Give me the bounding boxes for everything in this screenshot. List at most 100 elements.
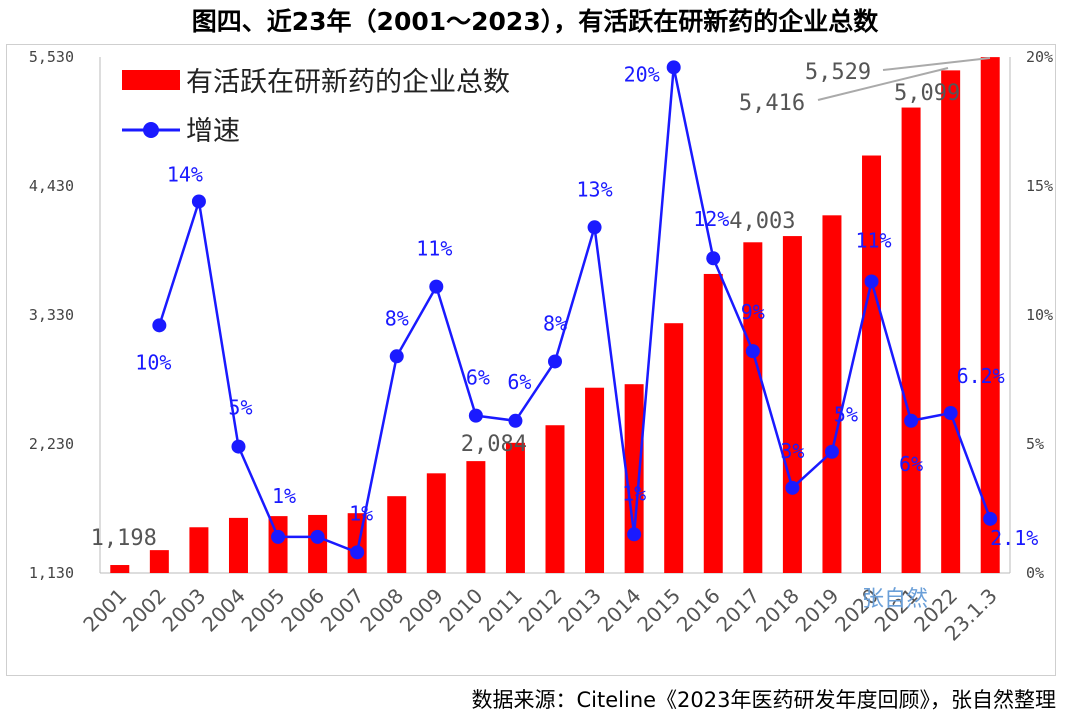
- bar: [545, 425, 565, 573]
- growth-label: 6%: [507, 370, 531, 394]
- legend-label: 增速: [186, 116, 240, 147]
- bar-value-label: 5,099: [894, 81, 960, 106]
- chart-svg: 1,130 2,230 3,330 4,430 5,530 0% 5% 10% 15% 20% 20…: [29, 48, 1053, 646]
- x-tick-label: 2006: [276, 584, 329, 637]
- growth-point: [310, 529, 325, 544]
- bar: [862, 155, 882, 573]
- growth-point: [152, 318, 167, 333]
- growth-label: 13%: [577, 177, 613, 201]
- growth-point: [864, 274, 879, 289]
- growth-label: 12%: [693, 207, 729, 231]
- bar: [189, 527, 209, 573]
- growth-point: [389, 349, 404, 364]
- left-tick-label: 5,530: [29, 48, 74, 66]
- growth-point: [785, 480, 800, 495]
- data-labels: 10% 14% 5% 1% 1% 8% 11% 6% 6% 8% 13% 1% 20% 12% 9% 3% 5%…: [91, 60, 1039, 551]
- growth-label: 6.2%: [957, 364, 1005, 388]
- growth-point: [231, 439, 246, 454]
- growth-label: 14%: [167, 162, 203, 186]
- x-tick-label: 2018: [751, 584, 804, 637]
- left-tick-label: 2,230: [29, 435, 74, 453]
- growth-label: 10%: [135, 350, 171, 374]
- bar: [703, 273, 723, 573]
- bar-value-label: 1,198: [91, 526, 157, 551]
- x-tick-label: 2010: [434, 584, 487, 637]
- x-tick-label: 2012: [514, 584, 567, 637]
- bar: [466, 461, 486, 573]
- growth-point: [271, 529, 286, 544]
- x-tick-label: 2011: [474, 584, 527, 637]
- bar: [901, 107, 921, 573]
- x-tick-label: 2002: [118, 584, 171, 637]
- bar: [585, 387, 605, 573]
- leader-lines: [817, 57, 991, 101]
- growth-label: 11%: [416, 237, 452, 261]
- x-tick-label: 2003: [157, 584, 210, 637]
- x-tick-label: 2015: [632, 584, 685, 637]
- growth-point: [508, 413, 523, 428]
- legend-bar-swatch: [122, 70, 180, 90]
- x-tick-label: 2008: [355, 584, 408, 637]
- bar: [387, 496, 407, 573]
- growth-point: [350, 545, 365, 560]
- right-tick-label: 5%: [1026, 435, 1044, 453]
- right-tick-label: 15%: [1026, 177, 1053, 195]
- leader-line: [817, 67, 949, 101]
- bar: [149, 550, 169, 573]
- bar: [505, 442, 525, 573]
- bar: [308, 514, 328, 573]
- growth-point: [824, 444, 839, 459]
- growth-point: [627, 527, 642, 542]
- growth-label: 3%: [780, 439, 804, 463]
- growth-label: 9%: [741, 300, 765, 324]
- growth-label: 11%: [855, 228, 891, 252]
- watermark: 张自然: [862, 587, 928, 612]
- source-note: 数据来源：Citeline《2023年医药研发年度回顾》，张自然整理: [471, 688, 1057, 712]
- bar: [228, 517, 248, 573]
- x-tick-label: 2009: [395, 584, 448, 637]
- growth-point: [706, 251, 721, 266]
- legend-line-marker: [143, 122, 159, 138]
- left-tick-label: 4,430: [29, 177, 74, 195]
- x-tick-label: 2005: [237, 584, 290, 637]
- bar: [664, 323, 684, 573]
- legend-label: 有活跃在研新药的企业总数: [186, 67, 510, 98]
- x-tick-label: 2016: [672, 584, 725, 637]
- bar: [941, 70, 961, 574]
- axes: 1,130 2,230 3,330 4,430 5,530 0% 5% 10% 15% 20% 20…: [29, 48, 1053, 646]
- right-tick-label: 10%: [1026, 306, 1053, 324]
- growth-label: 2.1%: [990, 526, 1038, 550]
- bar: [624, 384, 644, 573]
- x-tick-label: 2017: [711, 584, 764, 637]
- x-tick-label: 2019: [791, 584, 844, 637]
- growth-label: 5%: [228, 396, 252, 420]
- growth-label: 20%: [624, 62, 660, 86]
- growth-point: [191, 194, 206, 209]
- x-tick-label: 2001: [78, 584, 131, 637]
- x-tick-label: 2013: [553, 584, 606, 637]
- bar-value-label: 5,416: [739, 91, 805, 116]
- growth-point: [983, 511, 998, 526]
- bar: [110, 565, 130, 573]
- chart-frame: [6, 44, 1056, 676]
- bar-value-label: 5,529: [805, 60, 871, 85]
- bar: [743, 242, 763, 574]
- growth-point: [904, 413, 919, 428]
- bar: [426, 473, 446, 573]
- chart-title: 图四、近23年（2001～2023），有活跃在研新药的企业总数: [191, 7, 879, 36]
- left-tick-label: 1,130: [29, 564, 74, 582]
- growth-point: [587, 220, 602, 235]
- bar: [782, 236, 802, 574]
- bar-value-label: 2,084: [461, 432, 527, 457]
- growth-point: [745, 344, 760, 359]
- x-tick-label: 2014: [593, 584, 646, 637]
- growth-point: [548, 354, 562, 369]
- growth-label: 8%: [543, 311, 567, 335]
- bar: [822, 215, 842, 573]
- growth-label: 1%: [622, 481, 646, 505]
- growth-polyline: [158, 67, 992, 555]
- growth-label: 1%: [272, 484, 296, 508]
- x-tick-label: 2007: [316, 584, 369, 637]
- growth-point: [429, 279, 444, 294]
